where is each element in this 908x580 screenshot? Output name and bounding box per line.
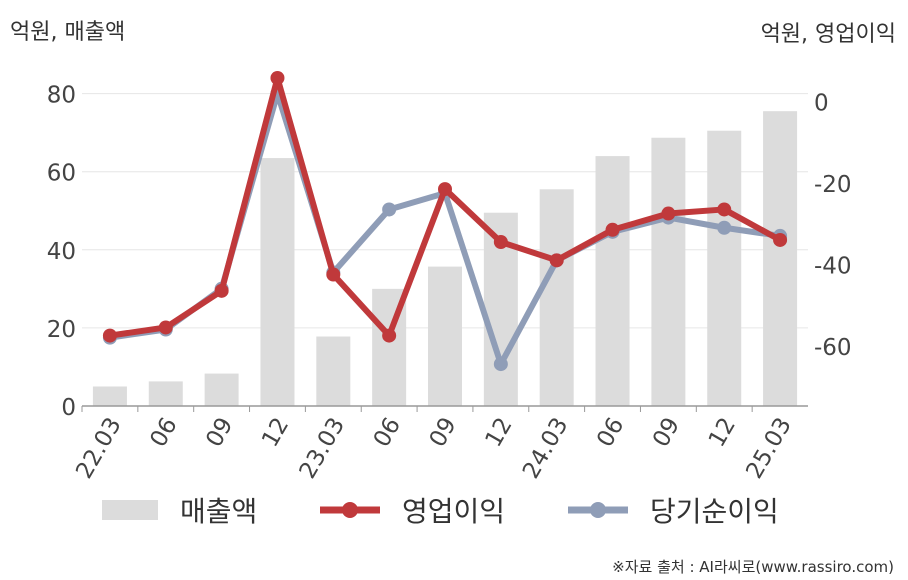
x-tick-label: 25.03	[741, 413, 796, 483]
right-tick-label: -20	[814, 172, 852, 198]
left-tick-label: 40	[47, 239, 76, 265]
revenue-bar	[763, 111, 798, 406]
operating-profit-point	[773, 232, 788, 247]
net-income-point	[493, 357, 508, 372]
legend-label-net-income: 당기순이익	[650, 495, 779, 528]
operating-profit-point	[270, 71, 285, 85]
revenue-bar	[148, 381, 183, 406]
right-tick-label: -60	[814, 335, 852, 361]
x-tick-label: 09	[425, 413, 462, 451]
right-axis-unit: 억원, 영업이익	[760, 22, 896, 47]
legend-item-revenue: 매출액	[102, 490, 257, 530]
x-tick-label: 09	[201, 413, 238, 451]
operating-profit-swatch-icon	[320, 502, 380, 518]
x-tick-label: 24.03	[518, 413, 573, 483]
x-tick-label: 12	[704, 413, 741, 451]
revenue-bar	[92, 386, 127, 406]
legend-item-operating-profit: 영업이익	[318, 490, 505, 530]
operating-profit-point	[326, 267, 341, 282]
left-tick-label: 60	[47, 161, 76, 187]
revenue-bar	[260, 158, 295, 406]
left-tick-label: 0	[61, 395, 76, 421]
revenue-bar	[707, 130, 742, 406]
revenue-bar	[428, 266, 462, 406]
left-axis-unit: 억원, 매출액	[10, 20, 126, 45]
legend-label-operating-profit: 영업이익	[402, 495, 506, 528]
operating-profit-point	[493, 235, 508, 249]
revenue-swatch-icon	[102, 500, 158, 520]
revenue-bar	[595, 156, 630, 406]
source-note: ※자료 출처 : AI라씨로(www.rassiro.com)	[612, 558, 894, 576]
profit-lines	[102, 71, 788, 372]
operating-profit-point	[158, 320, 173, 335]
x-tick-label: 09	[648, 413, 685, 451]
revenue-bar	[539, 189, 574, 406]
axes	[81, 405, 808, 412]
x-tick-label: 12	[481, 413, 518, 451]
operating-profit-point	[549, 253, 564, 268]
x-tick-label: 06	[145, 413, 182, 451]
x-tick-label: 22.03	[71, 413, 126, 483]
operating-profit-point	[605, 222, 620, 237]
right-tick-label: 0	[814, 91, 829, 117]
x-tick-label: 06	[369, 413, 406, 451]
revenue-bar	[204, 373, 239, 406]
revenue-bar	[651, 137, 686, 406]
operating-profit-point	[717, 202, 732, 217]
revenue-bars	[92, 111, 798, 406]
operating-profit-point	[382, 328, 397, 343]
x-tick-label: 23.03	[295, 413, 350, 483]
left-tick-label: 80	[47, 83, 76, 109]
operating-profit-point	[214, 283, 229, 298]
legend-label-revenue: 매출액	[180, 495, 258, 528]
x-tick-label: 12	[257, 413, 294, 451]
legend-item-net-income: 당기순이익	[566, 490, 779, 530]
net-income-point	[382, 202, 397, 217]
right-tick-label: -40	[814, 253, 852, 279]
net-income-point	[717, 220, 732, 235]
revenue-bar	[316, 336, 351, 406]
net-income-swatch-icon	[568, 502, 628, 518]
left-tick-label: 20	[47, 317, 76, 343]
x-tick-label: 06	[592, 413, 629, 451]
operating-profit-point	[438, 182, 452, 197]
operating-profit-point	[102, 328, 117, 343]
operating-profit-point	[661, 206, 676, 221]
